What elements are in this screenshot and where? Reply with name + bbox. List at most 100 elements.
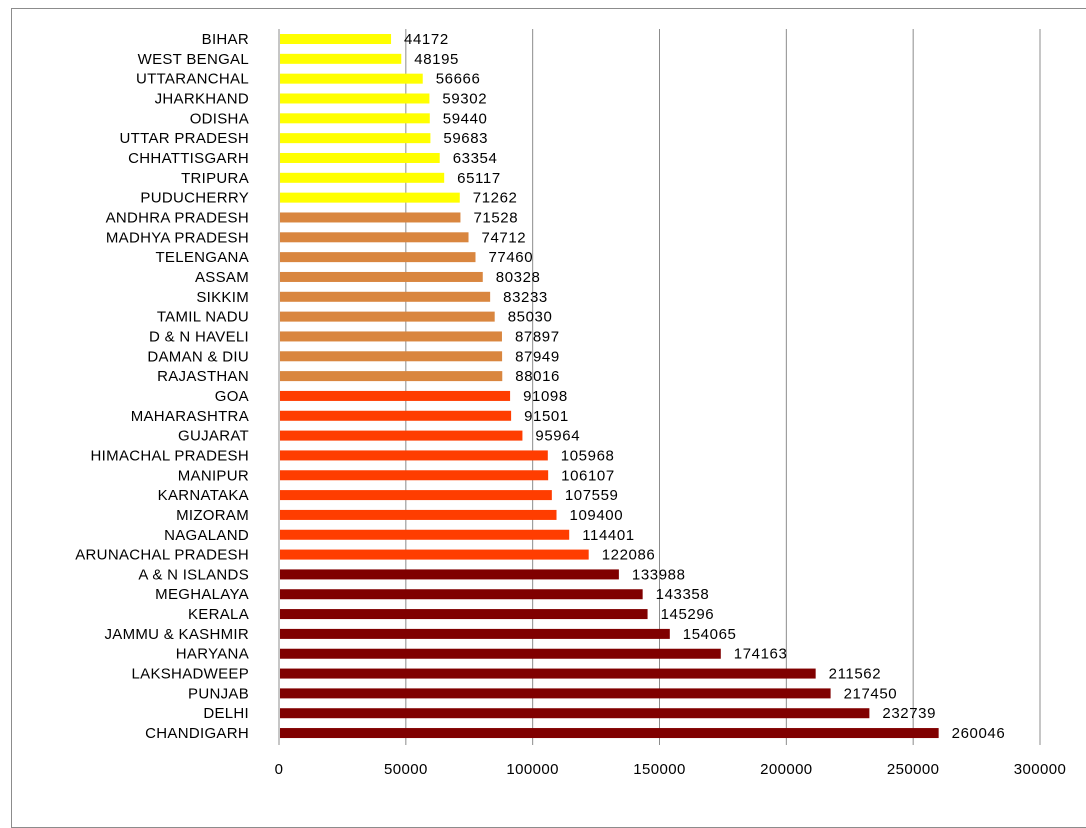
bar-26 — [280, 549, 589, 560]
bar-19 — [280, 410, 512, 421]
value-label-25: 114401 — [582, 527, 635, 544]
bar-4 — [280, 113, 430, 124]
value-label-18: 91098 — [523, 388, 568, 405]
bar-20 — [280, 430, 523, 441]
value-label-16: 87949 — [515, 348, 560, 365]
category-label-17: RAJASTHAN — [157, 368, 249, 385]
bar-21 — [280, 450, 548, 461]
bar-30 — [280, 628, 670, 639]
bar-10 — [280, 232, 469, 243]
category-label-20: GUJARAT — [178, 428, 249, 445]
category-label-29: KERALA — [188, 606, 249, 623]
value-label-17: 88016 — [515, 368, 560, 385]
bar-12 — [280, 271, 483, 282]
value-label-32: 211562 — [829, 666, 882, 683]
bar-2 — [280, 73, 423, 84]
category-label-16: DAMAN & DIU — [147, 348, 249, 365]
category-label-4: ODISHA — [190, 110, 249, 127]
bar-15 — [280, 331, 502, 342]
value-label-11: 77460 — [488, 249, 533, 266]
x-tick-label-1: 50000 — [384, 761, 428, 778]
bar-35 — [280, 728, 939, 739]
category-label-26: ARUNACHAL PRADESH — [75, 547, 249, 564]
x-tick-label-4: 200000 — [760, 761, 812, 778]
category-label-23: KARNATAKA — [158, 487, 249, 504]
category-label-31: HARYANA — [176, 646, 249, 663]
value-label-10: 74712 — [482, 229, 527, 246]
category-label-25: NAGALAND — [164, 527, 249, 544]
bar-24 — [280, 509, 557, 520]
value-label-1: 48195 — [414, 51, 459, 68]
value-label-27: 133988 — [632, 566, 686, 583]
category-label-34: DELHI — [203, 705, 249, 722]
value-label-21: 105968 — [561, 447, 615, 464]
value-label-8: 71262 — [473, 190, 518, 207]
bar-25 — [280, 529, 570, 540]
bar-27 — [280, 569, 619, 580]
category-label-22: MANIPUR — [178, 467, 249, 484]
category-label-3: JHARKHAND — [155, 90, 249, 107]
value-label-22: 106107 — [561, 467, 615, 484]
value-label-5: 59683 — [443, 130, 488, 147]
bar-28 — [280, 589, 643, 600]
category-label-27: A & N ISLANDS — [138, 566, 249, 583]
bar-11 — [280, 252, 476, 263]
value-label-9: 71528 — [473, 209, 518, 226]
value-label-2: 56666 — [436, 71, 481, 88]
value-label-20: 95964 — [535, 428, 580, 445]
category-label-21: HIMACHAL PRADESH — [91, 447, 249, 464]
value-label-29: 145296 — [661, 606, 715, 623]
value-label-35: 260046 — [952, 725, 1006, 742]
category-label-24: MIZORAM — [176, 507, 249, 524]
category-label-35: CHANDIGARH — [145, 725, 249, 742]
category-label-1: WEST BENGAL — [138, 51, 249, 68]
category-label-9: ANDHRA PRADESH — [106, 209, 249, 226]
value-label-24: 109400 — [570, 507, 624, 524]
value-label-7: 65117 — [457, 170, 501, 187]
x-tick-label-2: 100000 — [506, 761, 558, 778]
bar-5 — [280, 133, 431, 144]
bar-33 — [280, 688, 831, 699]
value-label-12: 80328 — [496, 269, 541, 286]
value-label-23: 107559 — [565, 487, 619, 504]
bar-23 — [280, 490, 552, 501]
value-label-3: 59302 — [442, 90, 487, 107]
x-tick-label-6: 300000 — [1014, 761, 1066, 778]
category-label-19: MAHARASHTRA — [131, 408, 249, 425]
bar-3 — [280, 93, 430, 104]
category-label-14: TAMIL NADU — [157, 309, 249, 326]
bar-7 — [280, 172, 445, 183]
category-label-15: D & N HAVELI — [149, 328, 249, 345]
bar-31 — [280, 648, 721, 659]
category-label-6: CHHATTISGARH — [128, 150, 249, 167]
x-tick-label-0: 0 — [275, 761, 284, 778]
value-label-26: 122086 — [602, 547, 656, 564]
category-label-28: MEGHALAYA — [155, 586, 249, 603]
category-label-18: GOA — [215, 388, 249, 405]
value-label-6: 63354 — [453, 150, 498, 167]
bar-6 — [280, 152, 440, 163]
bar-chart: BIHAR 44172 WEST BENGAL 48195 UTTARANCHAL 566… — [75, 29, 1066, 778]
category-label-2: UTTARANCHAL — [136, 71, 249, 88]
bar-34 — [280, 708, 870, 719]
value-label-4: 59440 — [443, 110, 488, 127]
bar-8 — [280, 192, 460, 203]
value-label-28: 143358 — [656, 586, 710, 603]
value-label-14: 85030 — [508, 309, 553, 326]
category-label-7: TRIPURA — [181, 170, 249, 187]
bar-9 — [280, 212, 461, 223]
bar-16 — [280, 351, 503, 362]
value-label-31: 174163 — [734, 646, 788, 663]
bar-13 — [280, 291, 491, 302]
value-label-30: 154065 — [683, 626, 737, 643]
category-label-5: UTTAR PRADESH — [120, 130, 249, 147]
value-label-13: 83233 — [503, 289, 548, 306]
value-label-33: 217450 — [844, 685, 898, 702]
category-label-8: PUDUCHERRY — [140, 190, 249, 207]
value-label-34: 232739 — [882, 705, 936, 722]
bar-22 — [280, 470, 549, 481]
bar-14 — [280, 311, 495, 322]
value-label-19: 91501 — [524, 408, 569, 425]
bar-32 — [280, 668, 816, 679]
bar-0 — [280, 34, 392, 44]
